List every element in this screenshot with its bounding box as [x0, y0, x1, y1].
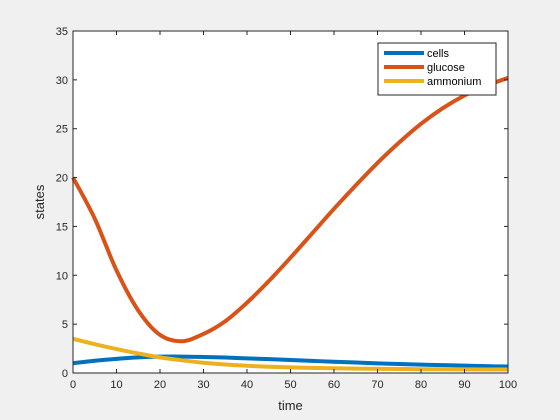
series-line-ammonium	[72, 336, 509, 372]
series-line-glucose	[71, 76, 509, 344]
x-tick-label: 0	[70, 379, 76, 391]
x-tick-label: 10	[110, 379, 122, 391]
x-tick-label: 40	[241, 379, 253, 391]
y-tick-label: 10	[56, 270, 68, 282]
y-tick-label: 0	[62, 368, 68, 380]
axes-layer: 0 10 20 30 40 50 60 70 80 90 100 0 5 10 15 20 25 30 35	[56, 26, 517, 391]
y-axis-label: states	[32, 184, 47, 219]
series-layer	[71, 76, 509, 372]
legend-label-ammonium: ammonium	[427, 76, 481, 88]
x-tick-label: 30	[197, 379, 209, 391]
x-axis-label: time	[278, 398, 303, 413]
y-tick-label: 35	[56, 26, 68, 38]
x-tick-label: 80	[415, 379, 427, 391]
x-tick-label: 100	[499, 379, 517, 391]
legend: cells glucose ammonium	[377, 42, 497, 96]
x-tick-label: 20	[154, 379, 166, 391]
y-tick-label: 20	[56, 173, 68, 185]
x-tick-label: 70	[371, 379, 383, 391]
y-tick-label: 25	[56, 124, 68, 136]
y-tick-label: 15	[56, 221, 68, 233]
y-tick-label: 30	[56, 75, 68, 87]
y-tick-label: 5	[62, 319, 68, 331]
x-tick-label: 50	[284, 379, 296, 391]
x-tick-label: 60	[328, 379, 340, 391]
x-tick-label: 90	[458, 379, 470, 391]
series-line-cells	[72, 354, 509, 369]
legend-label-cells: cells	[427, 48, 450, 60]
legend-label-glucose: glucose	[427, 62, 465, 74]
